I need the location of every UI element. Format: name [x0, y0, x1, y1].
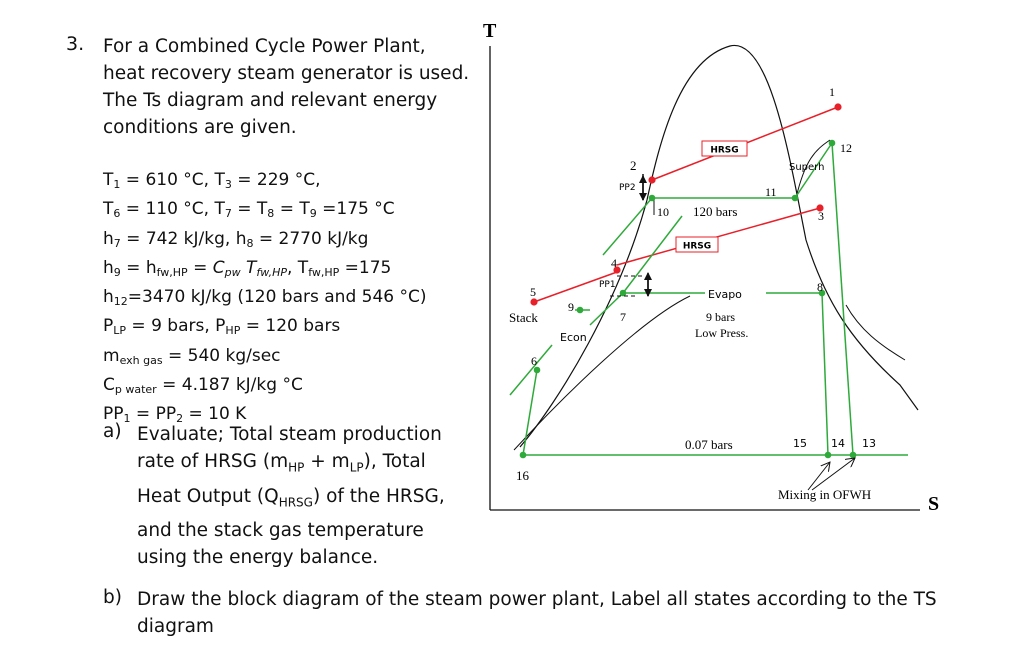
- label-9: 9: [568, 300, 574, 314]
- label-11: 11: [765, 185, 777, 199]
- point-5: [530, 298, 538, 306]
- label-16: 16: [516, 468, 530, 483]
- saturation-dome: [519, 45, 919, 448]
- bars9-label: 9 bars: [706, 310, 735, 324]
- given-temperatures-2: T6 = 110 °C, T7 = T8 = T9 =175 °C: [103, 199, 395, 221]
- mixing-arrow-14: [807, 462, 830, 491]
- pp1-label: PP1: [599, 280, 616, 290]
- part-b-line-1: Draw the block diagram of the steam powe…: [137, 589, 937, 610]
- point-16: [519, 451, 527, 459]
- part-a-letter: a): [103, 421, 122, 442]
- label-12: 12: [840, 141, 852, 155]
- evapo-label: Evapo: [708, 288, 742, 301]
- econ-line: [509, 344, 553, 396]
- label-10: 10: [657, 205, 669, 219]
- given-pinch-points: PP1 = PP2 = 10 K: [103, 404, 247, 426]
- label-15: 15: [793, 437, 807, 450]
- intro-line-4: conditions are given.: [103, 117, 297, 138]
- given-conditions: T1 = 610 °C, T3 = 229 °C, T6 = 110 °C, T…: [103, 168, 427, 432]
- part-a-line-5: using the energy balance.: [137, 547, 379, 568]
- part-a-line-4: and the stack gas temperature: [137, 519, 424, 541]
- given-enthalpies-7-8: h7 = 742 kJ/kg, h8 = 2770 kJ/kg: [103, 228, 369, 250]
- s-axis-label: S: [928, 493, 939, 515]
- label-2: 2: [630, 158, 637, 173]
- question-number: 3.: [66, 33, 85, 55]
- point-2: [648, 176, 656, 184]
- hrsg-box-mid: [675, 236, 719, 253]
- label-7: 7: [620, 310, 626, 324]
- point-13: [849, 451, 857, 459]
- stack-label: Stack: [509, 310, 538, 325]
- given-pressures: PLP = 9 bars, PHP = 120 bars: [103, 316, 341, 338]
- gas-line-lp: [533, 271, 618, 303]
- given-exhaust-mass-flow: mexh gas = 540 kg/sec: [103, 345, 281, 367]
- mixing-arrow-13: [811, 458, 855, 491]
- point-9: [576, 306, 584, 314]
- part-b-text: Draw the block diagram of the steam powe…: [137, 587, 937, 641]
- point-6: [533, 366, 541, 374]
- point-12: [828, 139, 836, 147]
- label-3: 3: [818, 209, 824, 223]
- intro-line-3: The Ts diagram and relevant energy: [103, 90, 438, 111]
- hrsg-mid-label: HRSG: [683, 242, 711, 252]
- given-enthalpy-9: h9 = hfw,HP = Cpw Tfw,HP, Tfw,HP =175: [103, 257, 392, 279]
- intro-line-2: heat recovery steam generator is used.: [103, 63, 470, 84]
- isobar-9bar-vapor: [845, 304, 906, 361]
- hp-feed: [602, 197, 653, 256]
- point-3: [816, 204, 824, 212]
- part-a-line-3: Heat Output (QHRSG) of the HRSG,: [137, 485, 445, 510]
- isobar-9bar-liquid: [513, 295, 691, 451]
- part-a-text: Evaluate; Total steam production rate of…: [137, 421, 445, 571]
- label-4: 4: [611, 256, 617, 270]
- hrsg-box-top: [701, 140, 748, 157]
- econ-lp: [589, 292, 624, 326]
- econ-label: Econ: [560, 331, 587, 344]
- given-water-cp: Cp water = 4.187 kJ/kg °C: [103, 375, 303, 397]
- t-axis-label: T: [483, 20, 497, 42]
- part-b-letter: b): [103, 587, 122, 608]
- label-14: 14: [831, 437, 845, 450]
- mixing-label: Mixing in OFWH: [778, 487, 871, 502]
- hp-econ: [622, 215, 683, 294]
- label-8: 8: [817, 280, 823, 294]
- point-14: [824, 451, 832, 459]
- given-enthalpy-12: h12=3470 kJ/kg (120 bars and 546 °C): [103, 287, 427, 309]
- bars120-label: 120 bars: [693, 204, 737, 219]
- superh-label: Superh: [789, 162, 824, 173]
- part-a-line-2: rate of HRSG (mHP + mLP), Total: [137, 451, 426, 476]
- label-13: 13: [862, 437, 876, 450]
- intro-line-1: For a Combined Cycle Power Plant,: [103, 36, 426, 57]
- bars007-label: 0.07 bars: [685, 437, 733, 452]
- part-b-line-2: diagram: [137, 615, 214, 637]
- point-1: [834, 103, 842, 111]
- pump-16-6: [522, 369, 538, 456]
- label-5: 5: [530, 285, 536, 299]
- given-temperatures-1: T1 = 610 °C, T3 = 229 °C,: [103, 170, 321, 191]
- question-intro: For a Combined Cycle Power Plant, heat r…: [103, 33, 473, 141]
- point-11: [791, 194, 799, 202]
- part-a-line-1: Evaluate; Total steam production: [137, 424, 442, 445]
- low-press-label: Low Press.: [695, 326, 748, 340]
- lp-turbine: [821, 292, 829, 456]
- isobar-120bar: [795, 139, 831, 199]
- label-1: 1: [829, 85, 835, 99]
- hrsg-top-label: HRSG: [710, 146, 738, 156]
- point-4: [613, 266, 621, 274]
- point-8: [818, 289, 826, 297]
- label-6: 6: [531, 354, 537, 368]
- hp-turbine: [831, 142, 854, 456]
- superheat-line: [794, 142, 833, 199]
- point-10: [648, 194, 656, 202]
- pp2-label: PP2: [619, 183, 636, 193]
- point-7: [619, 289, 627, 297]
